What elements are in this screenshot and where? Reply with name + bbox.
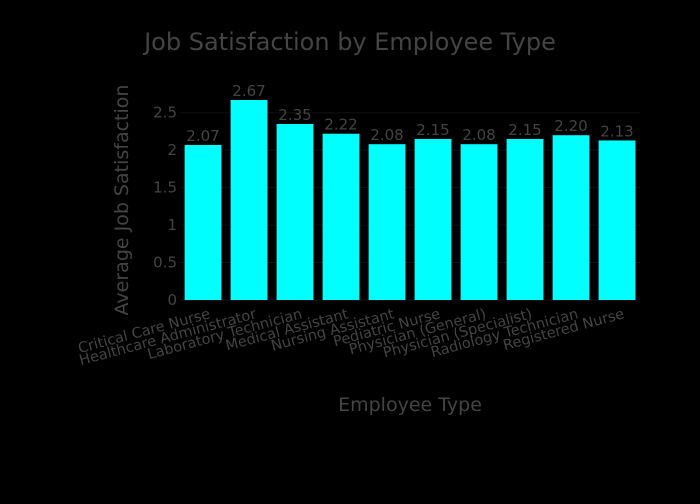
bar[interactable] <box>322 133 360 300</box>
bar[interactable] <box>368 144 406 300</box>
bar-value-label: 2.67 <box>232 82 265 100</box>
chart-title: Job Satisfaction by Employee Type <box>142 28 556 56</box>
bar[interactable] <box>184 144 222 300</box>
bar[interactable] <box>230 100 268 300</box>
y-axis-ticks: 0 0.5 1 1.5 2 2.5 <box>153 104 177 309</box>
y-tick-label: 2.5 <box>153 104 177 122</box>
bar-value-label: 2.08 <box>370 126 403 144</box>
bar[interactable] <box>276 123 314 301</box>
y-tick-label: 2 <box>167 141 177 159</box>
y-tick-label: 1.5 <box>153 179 177 197</box>
bar[interactable] <box>460 144 498 300</box>
bar-value-label: 2.15 <box>416 121 449 139</box>
bar-value-label: 2.15 <box>508 121 541 139</box>
bar-value-label: 2.22 <box>324 116 357 134</box>
bars <box>184 100 636 301</box>
bar-labels: 2.07 2.67 2.35 2.22 2.08 2.15 2.08 2.15 2.20 2.13 <box>186 82 633 145</box>
y-tick-label: 1 <box>167 216 177 234</box>
y-axis-title: Average Job Satisfaction <box>111 85 133 316</box>
y-tick-label: 0.5 <box>153 254 177 272</box>
bar-value-label: 2.07 <box>186 127 219 145</box>
bar-value-label: 2.08 <box>462 126 495 144</box>
y-tick-label: 0 <box>167 291 177 309</box>
bar-value-label: 2.13 <box>600 122 633 140</box>
bar[interactable] <box>598 140 636 300</box>
bar[interactable] <box>552 135 590 300</box>
bar-value-label: 2.35 <box>278 106 311 124</box>
bar-value-label: 2.20 <box>554 117 587 135</box>
bar[interactable] <box>414 138 452 300</box>
x-axis-title: Employee Type <box>338 394 482 416</box>
bar[interactable] <box>506 138 544 300</box>
